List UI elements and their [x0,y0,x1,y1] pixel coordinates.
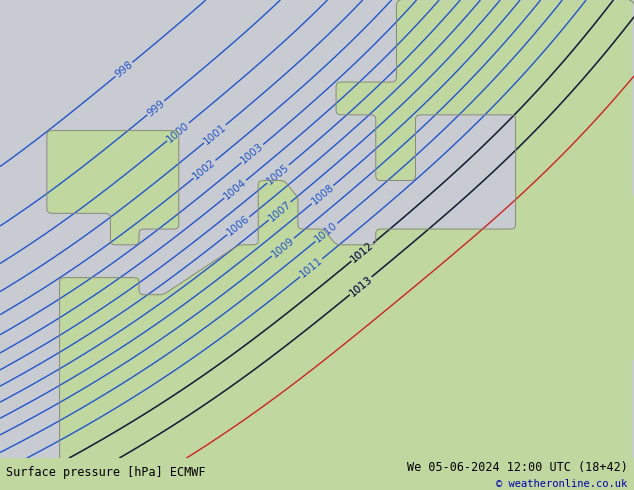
Text: 1001: 1001 [202,122,228,146]
Text: 1011: 1011 [298,256,325,280]
Text: 1008: 1008 [309,182,336,207]
Text: 1004: 1004 [222,177,249,201]
Text: 1003: 1003 [239,141,266,166]
Text: 1006: 1006 [225,214,252,238]
Text: 1000: 1000 [165,120,191,144]
Text: We 05-06-2024 12:00 UTC (18+42): We 05-06-2024 12:00 UTC (18+42) [407,461,628,473]
Text: 1009: 1009 [269,235,296,259]
Text: 1005: 1005 [265,162,292,186]
Text: 1010: 1010 [313,220,340,245]
Text: 1002: 1002 [191,157,218,181]
Text: 1007: 1007 [266,199,293,223]
Text: Surface pressure [hPa] ECMWF: Surface pressure [hPa] ECMWF [6,466,206,479]
Text: © weatheronline.co.uk: © weatheronline.co.uk [496,479,628,490]
Text: 1013: 1013 [347,273,374,298]
Text: 998: 998 [113,59,135,79]
Text: 1013: 1013 [347,273,374,298]
Text: 1012: 1012 [349,240,375,265]
Text: 1012: 1012 [349,240,375,265]
Text: 999: 999 [145,98,167,118]
